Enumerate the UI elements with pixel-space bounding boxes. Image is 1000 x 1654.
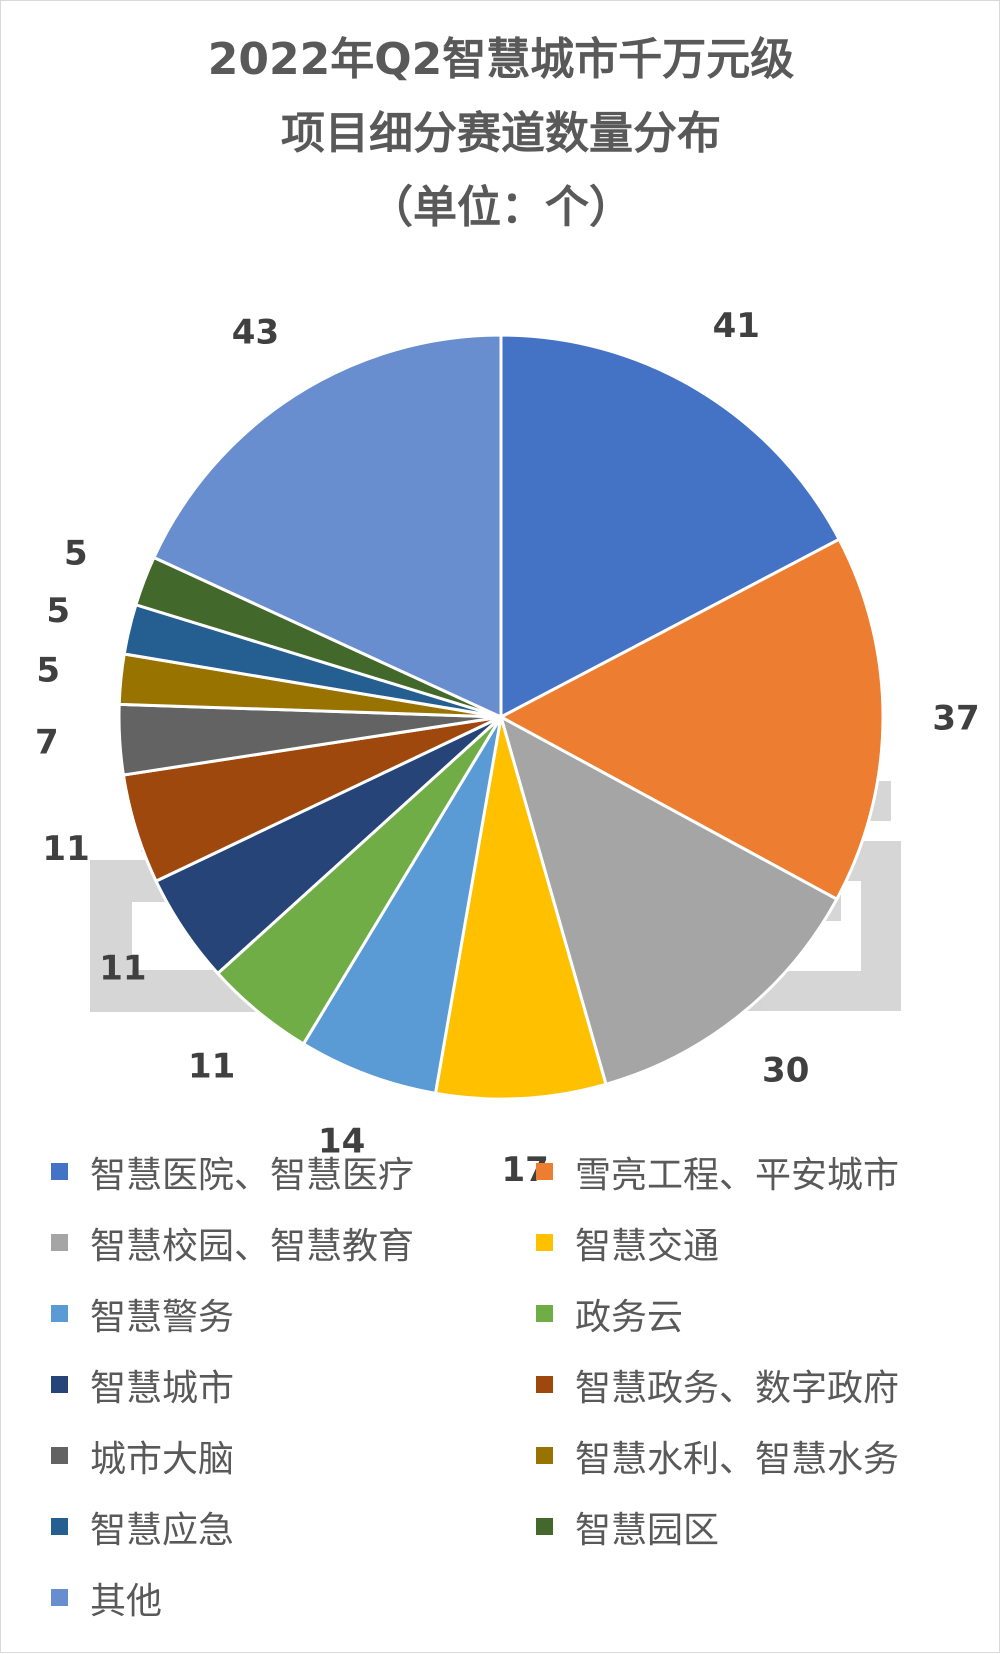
legend-label: 智慧城市 bbox=[90, 1367, 235, 1409]
legend-item: 雪亮工程、平安城市 bbox=[536, 1136, 971, 1207]
legend-item: 智慧警务 bbox=[51, 1278, 536, 1349]
data-label: 5 bbox=[36, 650, 60, 690]
data-label: 7 bbox=[35, 723, 59, 763]
legend-item: 智慧交通 bbox=[536, 1207, 971, 1278]
legend-item: 其他 bbox=[51, 1562, 536, 1633]
legend-swatch bbox=[51, 1518, 68, 1535]
chart-title-line-3: （单位：个） bbox=[369, 182, 633, 233]
legend-swatch bbox=[536, 1376, 553, 1393]
legend-label: 智慧应急 bbox=[90, 1509, 235, 1551]
legend-swatch bbox=[51, 1305, 68, 1322]
legend-swatch bbox=[536, 1518, 553, 1535]
legend-label: 智慧医院、智慧医疗 bbox=[90, 1154, 415, 1196]
legend-label: 智慧园区 bbox=[575, 1509, 720, 1551]
data-label: 5 bbox=[64, 533, 88, 573]
data-label: 37 bbox=[932, 699, 979, 739]
legend-label: 城市大脑 bbox=[90, 1438, 235, 1480]
legend-swatch bbox=[51, 1376, 68, 1393]
pie-slices bbox=[117, 333, 885, 1101]
legend-label: 智慧警务 bbox=[90, 1296, 235, 1338]
legend-swatch bbox=[536, 1234, 553, 1251]
legend-item: 政务云 bbox=[536, 1278, 971, 1349]
legend-item: 智慧城市 bbox=[51, 1349, 536, 1420]
pie-slice bbox=[499, 333, 842, 720]
legend-label: 其他 bbox=[90, 1580, 163, 1622]
legend-swatch bbox=[51, 1234, 68, 1251]
legend-swatch bbox=[51, 1447, 68, 1464]
data-label: 14 bbox=[318, 1122, 365, 1162]
pie-slice bbox=[151, 333, 503, 720]
pie-slice bbox=[433, 716, 608, 1101]
legend-label: 智慧水利、智慧水务 bbox=[575, 1438, 900, 1480]
data-label: 11 bbox=[99, 949, 146, 989]
legend-label: 智慧校园、智慧教育 bbox=[90, 1225, 415, 1267]
legend-swatch bbox=[536, 1163, 553, 1180]
pie-slice bbox=[498, 713, 839, 1087]
pie-slice bbox=[497, 537, 885, 902]
chart-title-line-1: 2022年Q2智慧城市千万元级 bbox=[207, 34, 795, 85]
legend-swatch bbox=[536, 1305, 553, 1322]
legend-swatch bbox=[51, 1589, 68, 1606]
pie-slice bbox=[301, 716, 503, 1096]
legend-swatch bbox=[536, 1447, 553, 1464]
legend-label: 雪亮工程、平安城市 bbox=[575, 1154, 900, 1196]
legend-item: 城市大脑 bbox=[51, 1420, 536, 1491]
legend-label: 智慧政务、数字政府 bbox=[575, 1367, 900, 1409]
data-label: 11 bbox=[42, 829, 89, 869]
data-label: 5 bbox=[46, 591, 70, 631]
legend-item: 智慧政务、数字政府 bbox=[536, 1349, 971, 1420]
chart-title-line-2: 项目细分赛道数量分布 bbox=[281, 108, 721, 159]
legend-swatch bbox=[51, 1163, 68, 1180]
data-label: 11 bbox=[188, 1047, 235, 1087]
legend-item: 智慧应急 bbox=[51, 1491, 536, 1562]
legend-item: 智慧校园、智慧教育 bbox=[51, 1207, 536, 1278]
data-label: 30 bbox=[762, 1050, 809, 1090]
data-label: 43 bbox=[232, 312, 279, 352]
legend-item: 智慧园区 bbox=[536, 1491, 971, 1562]
legend-item: 智慧医院、智慧医疗 bbox=[51, 1136, 536, 1207]
legend-label: 政务云 bbox=[575, 1296, 684, 1338]
data-label: 41 bbox=[713, 306, 760, 346]
chart-title: 2022年Q2智慧城市千万元级 项目细分赛道数量分布 （单位：个） bbox=[1, 23, 1000, 245]
legend-label: 智慧交通 bbox=[575, 1225, 720, 1267]
legend: 智慧医院、智慧医疗 雪亮工程、平安城市智慧校园、智慧教育 智慧交通智慧警务 政务云智慧… bbox=[51, 1136, 971, 1633]
legend-item: 智慧水利、智慧水务 bbox=[536, 1420, 971, 1491]
